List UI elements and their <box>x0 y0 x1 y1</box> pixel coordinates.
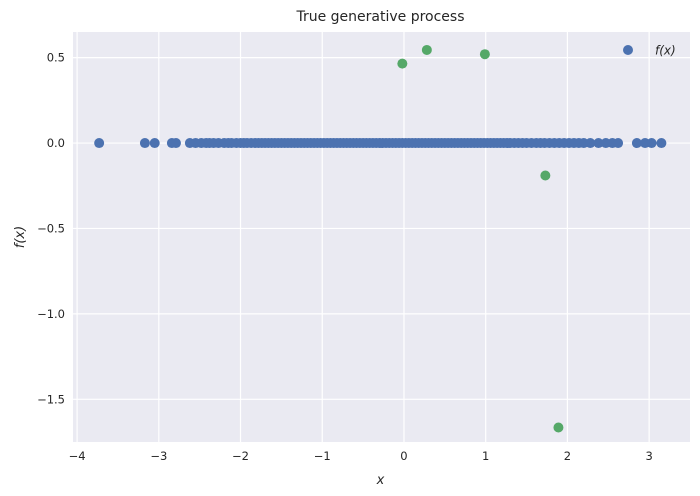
series-2 <box>397 44 564 433</box>
data-point <box>94 138 105 149</box>
y-tick-label: 0.5 <box>47 51 65 65</box>
x-tick-label: −3 <box>150 449 167 463</box>
x-tick-label: 3 <box>645 449 652 463</box>
plot-area <box>73 32 690 442</box>
y-tick-label: −1.5 <box>37 392 65 406</box>
data-point <box>421 44 432 55</box>
series-1 <box>94 138 667 149</box>
y-tick-label: 0.0 <box>47 136 65 150</box>
x-axis-label: x <box>376 473 385 488</box>
data-point <box>170 138 181 149</box>
x-tick-label: −1 <box>314 449 331 463</box>
data-series <box>94 44 667 433</box>
data-point <box>593 138 604 149</box>
data-point <box>479 49 490 60</box>
y-tick-label: −1.0 <box>37 307 65 321</box>
x-tick-label: 2 <box>564 449 571 463</box>
x-tick-label: −4 <box>69 449 86 463</box>
data-point <box>139 138 150 149</box>
data-point <box>631 138 642 149</box>
y-tick-label: −0.5 <box>37 221 65 235</box>
x-tick-label: 0 <box>400 449 407 463</box>
data-point <box>585 138 596 149</box>
data-point <box>646 138 657 149</box>
data-point <box>149 138 160 149</box>
data-point <box>553 422 564 433</box>
tick-labels: −4 −3 −2 −1 0 1 2 3 0.5 0.0 −0.5 −1.0 −1.5 <box>37 51 653 463</box>
x-tick-label: −2 <box>232 449 249 463</box>
x-tick-label: 1 <box>482 449 489 463</box>
legend-label-fx: f(x) <box>655 44 676 58</box>
y-axis-label: f(x) <box>13 226 28 248</box>
data-point <box>540 170 551 181</box>
legend-marker-fx <box>623 45 633 55</box>
chart-title: True generative process <box>295 9 464 25</box>
data-point <box>656 138 667 149</box>
data-point <box>613 138 624 149</box>
legend: f(x) <box>623 44 676 58</box>
data-point <box>397 58 408 69</box>
